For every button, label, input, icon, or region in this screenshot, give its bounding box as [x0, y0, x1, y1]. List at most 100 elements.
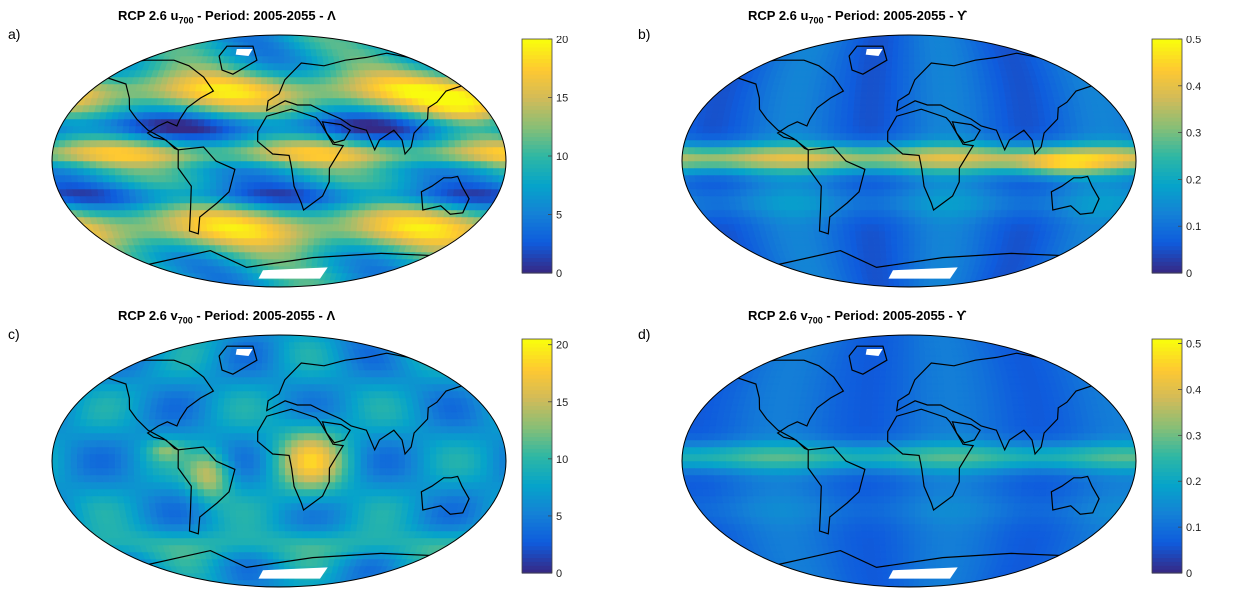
- grid-cell: [1077, 265, 1090, 274]
- colorbar-segment: [522, 241, 552, 247]
- grid-cell: [434, 62, 445, 71]
- grid-cell: [718, 272, 732, 281]
- grid-cell: [1108, 181, 1117, 190]
- grid-cell: [98, 48, 111, 57]
- grid-cell: [1038, 195, 1047, 204]
- grid-cell: [365, 195, 373, 204]
- grid-cell: [852, 167, 859, 176]
- grid-cell: [154, 202, 163, 211]
- grid-cell: [1077, 132, 1086, 141]
- grid-cell: [927, 160, 935, 169]
- grid-cell: [319, 237, 327, 246]
- grid-cell: [751, 181, 760, 190]
- grid-cell: [321, 202, 329, 211]
- grid-cell: [950, 216, 959, 225]
- grid-cell: [707, 181, 716, 190]
- grid-cell: [273, 62, 280, 71]
- grid-cell: [759, 195, 767, 204]
- grid-cell: [109, 181, 117, 190]
- grid-cell: [884, 83, 892, 92]
- grid-cell: [478, 230, 489, 239]
- grid-cell: [241, 125, 249, 134]
- grid-cell: [951, 209, 959, 218]
- grid-cell: [993, 216, 1001, 225]
- grid-cell: [1027, 125, 1035, 134]
- grid-cell: [728, 69, 739, 78]
- grid-cell: [300, 258, 308, 267]
- grid-cell: [1002, 125, 1010, 134]
- grid-cell: [455, 69, 465, 78]
- grid-cell: [1107, 188, 1116, 197]
- grid-cell: [902, 216, 910, 225]
- grid-cell: [755, 279, 770, 287]
- grid-cell: [1025, 111, 1034, 120]
- grid-cell: [864, 153, 872, 162]
- grid-cell: [404, 174, 412, 183]
- grid-cell: [931, 237, 939, 246]
- grid-cell: [1098, 62, 1109, 71]
- grid-cell: [198, 202, 206, 211]
- grid-cell: [78, 188, 87, 197]
- grid-cell: [307, 76, 315, 85]
- grid-cell: [1099, 258, 1111, 267]
- grid-cell: [166, 188, 174, 197]
- grid-cell: [712, 265, 725, 274]
- grid-cell: [837, 230, 845, 239]
- grid-cell: [777, 118, 786, 127]
- grid-cell: [1070, 125, 1079, 134]
- grid-cell: [1088, 258, 1100, 267]
- grid-cell: [468, 251, 479, 260]
- grid-cell: [64, 139, 73, 148]
- grid-cell: [385, 181, 393, 190]
- grid-cell: [691, 90, 701, 99]
- grid-cell: [921, 132, 929, 141]
- grid-cell: [166, 125, 174, 134]
- colorbar-segment: [522, 195, 552, 200]
- grid-cell: [454, 139, 462, 148]
- grid-cell: [140, 160, 147, 169]
- grid-cell: [248, 104, 255, 113]
- grid-cell: [1022, 146, 1030, 155]
- grid-cell: [499, 160, 506, 169]
- grid-cell: [733, 188, 742, 197]
- grid-cell: [109, 41, 122, 50]
- grid-cell: [72, 125, 81, 134]
- grid-cell: [89, 174, 98, 183]
- grid-cell: [442, 279, 458, 287]
- grid-cell: [104, 195, 113, 204]
- grid-cell: [491, 181, 499, 190]
- grid-cell: [84, 251, 96, 260]
- grid-cell: [167, 41, 178, 50]
- grid-cell: [908, 181, 916, 190]
- grid-cell: [451, 272, 465, 281]
- grid-cell: [1045, 272, 1058, 281]
- grid-cell: [853, 202, 861, 211]
- grid-cell: [177, 160, 185, 169]
- grid-cell: [987, 97, 995, 106]
- grid-cell: [726, 181, 735, 190]
- grid-cell: [77, 146, 85, 155]
- colorbar-segment: [522, 105, 552, 110]
- grid-cell: [725, 160, 733, 169]
- grid-cell: [203, 160, 210, 169]
- grid-cell: [707, 139, 715, 148]
- grid-cell: [841, 97, 849, 106]
- grid-cell: [1052, 132, 1060, 141]
- grid-cell: [223, 209, 231, 218]
- grid-cell: [845, 139, 853, 148]
- grid-cell: [192, 104, 201, 113]
- grid-cell: [965, 160, 973, 169]
- grid-cell: [885, 76, 892, 85]
- grid-cell: [347, 181, 355, 190]
- grid-cell: [366, 153, 374, 162]
- grid-cell: [236, 83, 244, 92]
- grid-cell: [834, 118, 842, 127]
- grid-cell: [122, 258, 133, 267]
- grid-cell: [884, 90, 892, 99]
- grid-cell: [863, 251, 871, 260]
- grid-cell: [434, 188, 442, 197]
- grid-cell: [123, 195, 131, 204]
- grid-cell: [254, 90, 262, 99]
- grid-cell: [171, 279, 183, 287]
- grid-cell: [357, 216, 365, 225]
